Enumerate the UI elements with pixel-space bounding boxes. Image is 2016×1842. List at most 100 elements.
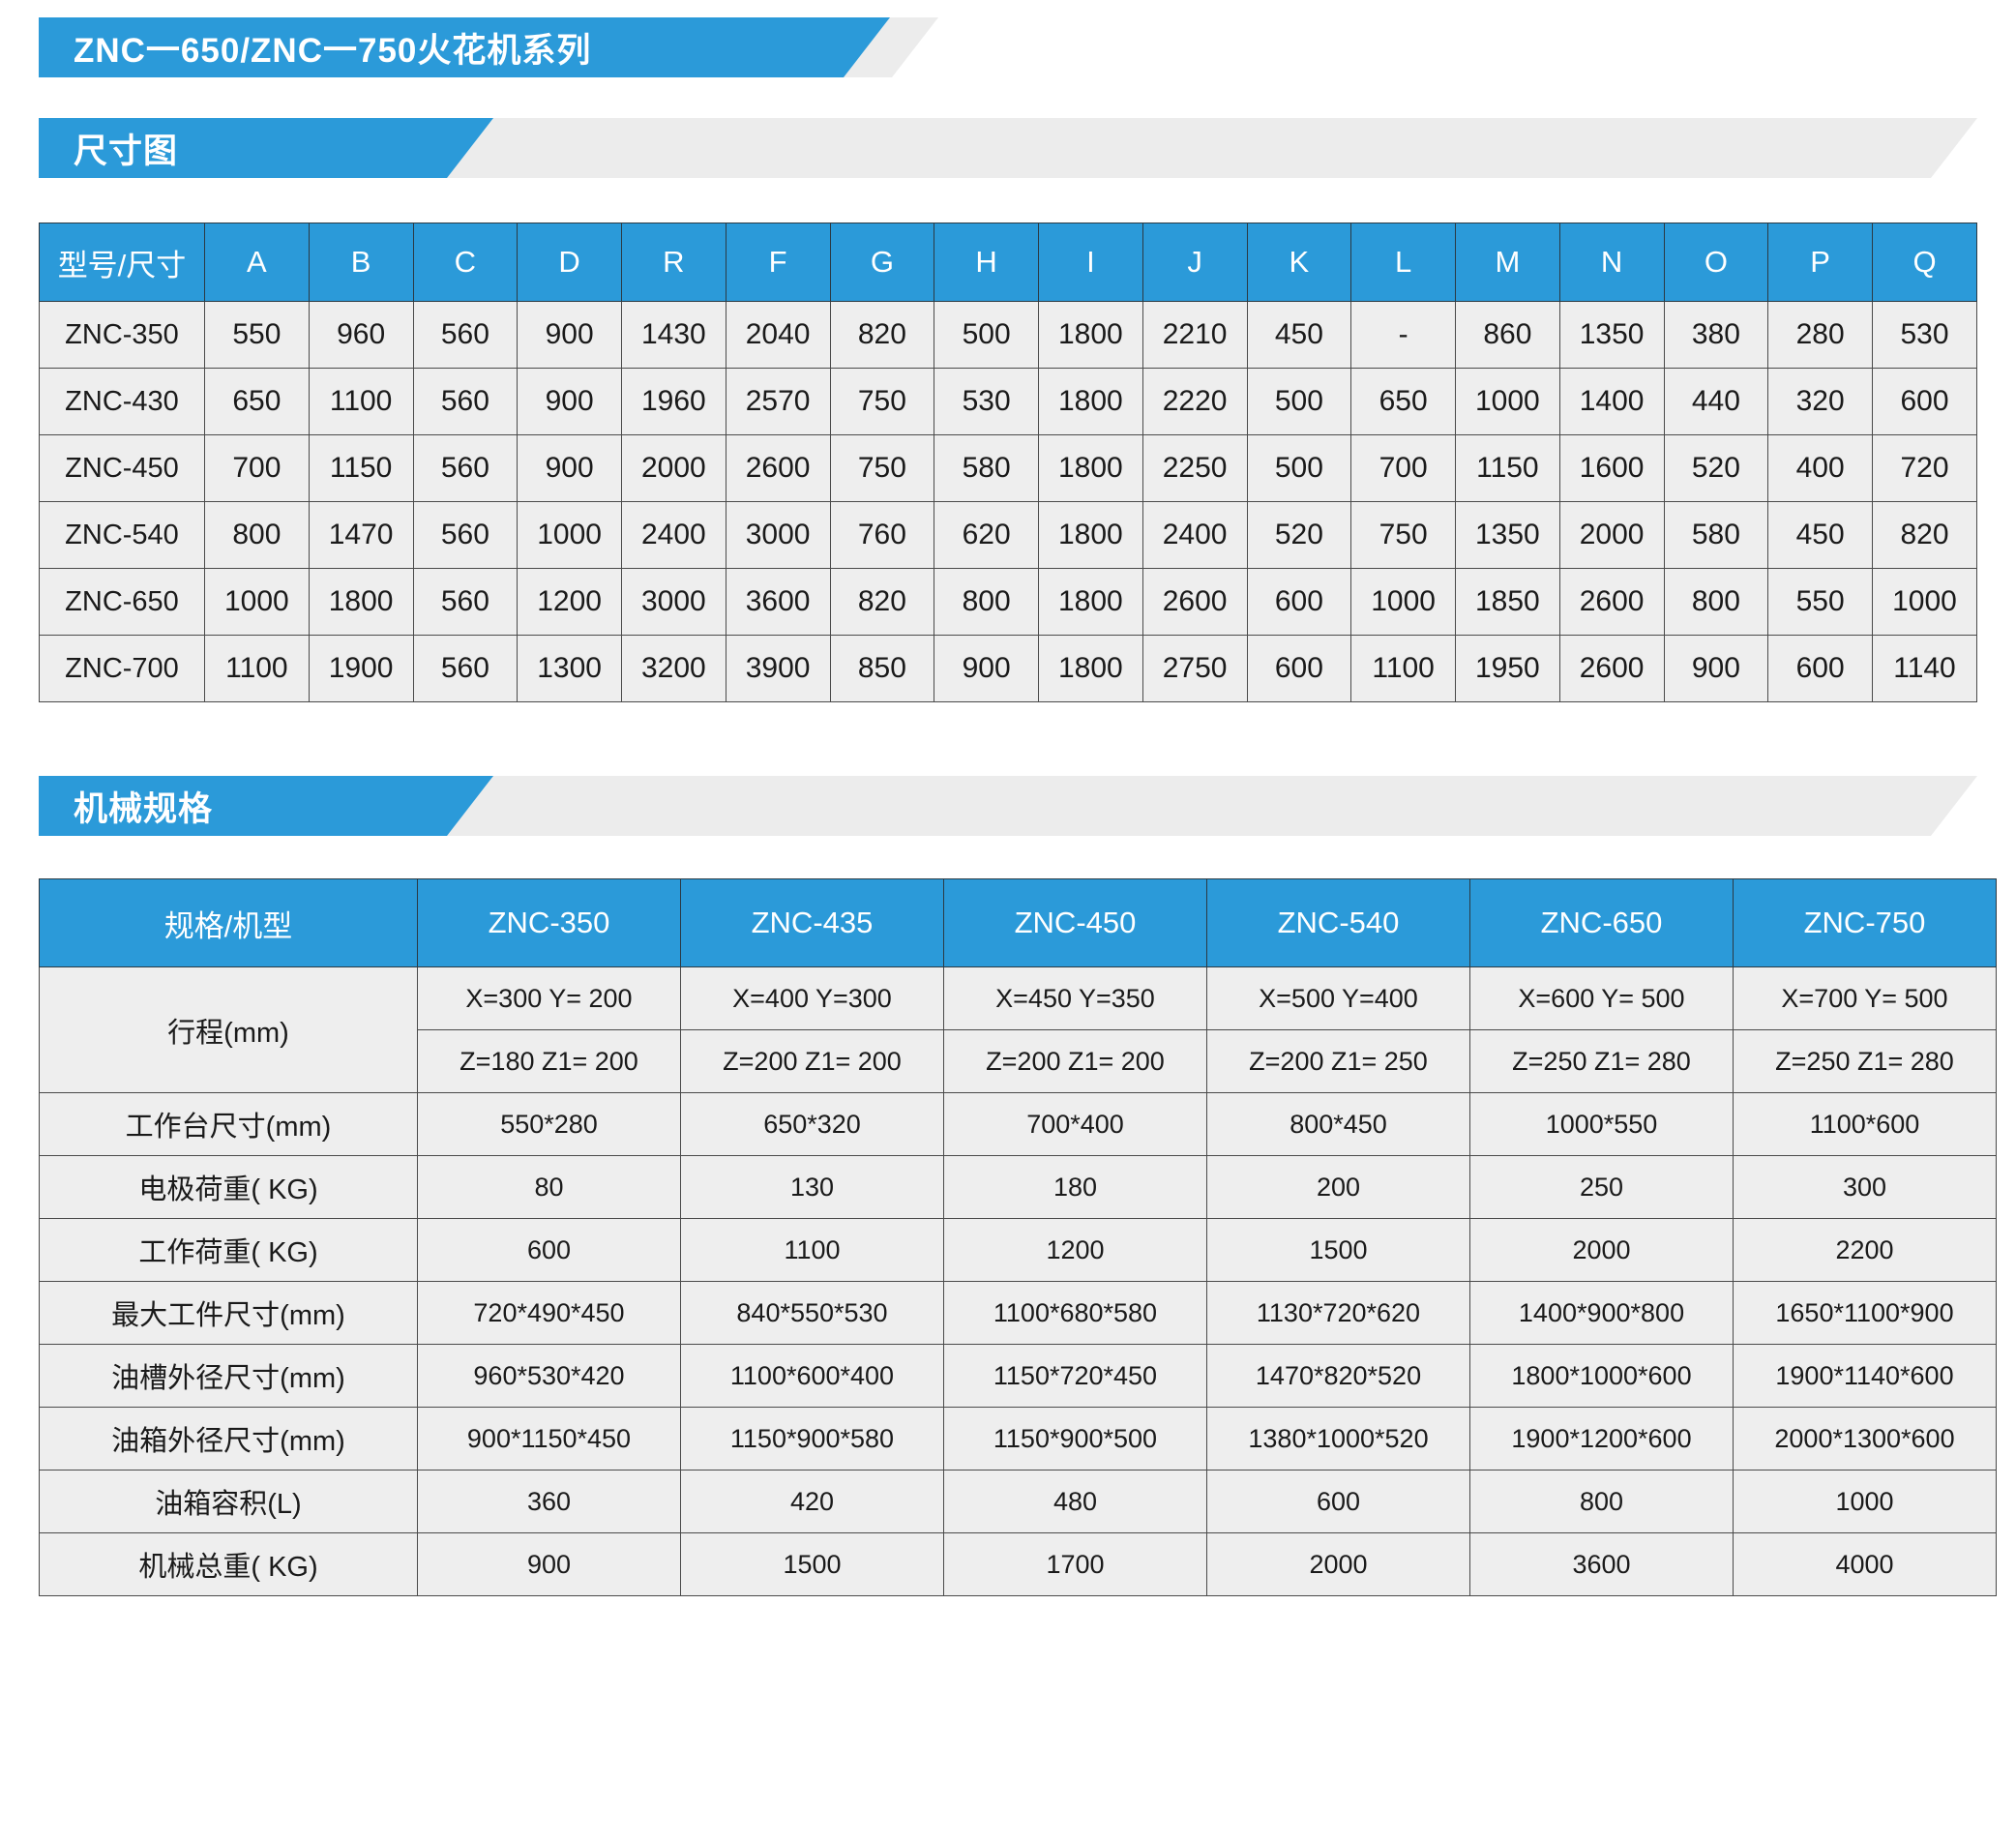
dimension-cell: 3900 bbox=[725, 635, 831, 702]
dimension-cell: - bbox=[1350, 301, 1456, 369]
dimension-cell: 860 bbox=[1455, 301, 1560, 369]
dimension-cell: 450 bbox=[1767, 501, 1873, 569]
dimension-table: 型号/尺寸 A B C D R F G H I J K L M N O P Q … bbox=[39, 223, 1977, 702]
dimension-cell: 820 bbox=[829, 568, 935, 636]
spec-cell: 1900*1140*600 bbox=[1733, 1344, 1997, 1408]
dimension-cell: 2000 bbox=[621, 434, 726, 502]
spec-cell: 550*280 bbox=[417, 1092, 681, 1156]
mechanical-spec-table: 规格/机型 ZNC-350 ZNC-435 ZNC-450 ZNC-540 ZN… bbox=[39, 878, 1997, 1596]
dimension-cell: 820 bbox=[829, 301, 935, 369]
page-title: ZNC一650/ZNC一750火花机系列 bbox=[74, 31, 592, 70]
dimension-header-q: Q bbox=[1872, 223, 1977, 302]
dimension-cell: 1800 bbox=[1038, 368, 1143, 435]
spec-cell-stroke-z: Z=250 Z1= 280 bbox=[1733, 1029, 1997, 1093]
spec-cell: 1150*720*450 bbox=[943, 1344, 1207, 1408]
dimension-cell: 900 bbox=[1663, 635, 1769, 702]
dimension-cell: 1950 bbox=[1455, 635, 1560, 702]
table-row: 油槽外径尺寸(mm) 960*530*420 1100*600*400 1150*72… bbox=[39, 1344, 1997, 1408]
spec-cell: 800*450 bbox=[1206, 1092, 1470, 1156]
spec-cell: 1150*900*580 bbox=[680, 1407, 944, 1471]
dimension-table-header-row: 型号/尺寸 A B C D R F G H I J K L M N O P Q bbox=[39, 223, 1977, 302]
dimension-header-m: M bbox=[1455, 223, 1560, 302]
spec-cell: 80 bbox=[417, 1155, 681, 1219]
spec-table-header-row: 规格/机型 ZNC-350 ZNC-435 ZNC-450 ZNC-540 ZN… bbox=[39, 878, 1997, 967]
dimension-header-c: C bbox=[412, 223, 519, 302]
spec-header-znc-435: ZNC-435 bbox=[680, 878, 944, 967]
spec-cell: 4000 bbox=[1733, 1532, 1997, 1596]
table-row: 行程(mm) X=300 Y= 200 X=400 Y=300 X=450 Y=350… bbox=[39, 966, 1997, 1093]
dimension-cell: 1800 bbox=[308, 568, 414, 636]
dimension-cell: 380 bbox=[1663, 301, 1769, 369]
spec-row-label: 电极荷重( KG) bbox=[39, 1155, 418, 1219]
spec-cell: 700*400 bbox=[943, 1092, 1207, 1156]
dimension-cell: 760 bbox=[829, 501, 935, 569]
section-header-mechanical: 机械规格 bbox=[39, 776, 1977, 836]
table-row: 工作荷重( KG) 600 1100 1200 1500 2000 2200 bbox=[39, 1218, 1997, 1282]
dimension-cell: 1200 bbox=[517, 568, 622, 636]
table-row: ZNC-450 700 1150 560 900 2000 2600 750 580 1800 22… bbox=[39, 434, 1977, 502]
dimension-cell: 800 bbox=[1663, 568, 1769, 636]
dimension-cell: 3000 bbox=[621, 568, 726, 636]
dimension-cell: 1300 bbox=[517, 635, 622, 702]
dimension-cell: 600 bbox=[1246, 635, 1352, 702]
dimension-cell: 2250 bbox=[1141, 434, 1248, 502]
spec-cell: 1500 bbox=[680, 1532, 944, 1596]
spec-header-znc-750: ZNC-750 bbox=[1733, 878, 1997, 967]
dimension-cell: 3000 bbox=[725, 501, 831, 569]
dimension-cell: 750 bbox=[829, 434, 935, 502]
section-banner-fill-dimensions: 尺寸图 bbox=[39, 118, 493, 178]
dimension-cell: 2040 bbox=[725, 301, 831, 369]
dimension-cell: 900 bbox=[517, 368, 622, 435]
table-row: 最大工件尺寸(mm) 720*490*450 840*550*530 1100*680… bbox=[39, 1281, 1997, 1345]
spec-cell-stroke-xy: X=700 Y= 500 bbox=[1733, 966, 1997, 1030]
spec-cell: 180 bbox=[943, 1155, 1207, 1219]
dimension-header-j: J bbox=[1141, 223, 1248, 302]
table-row: ZNC-700 1100 1900 560 1300 3200 3900 850 900 1800… bbox=[39, 635, 1977, 702]
spec-cell-stroke-xy: X=300 Y= 200 bbox=[417, 966, 681, 1030]
dimension-cell: 560 bbox=[412, 368, 519, 435]
specification-page: ZNC一650/ZNC一750火花机系列 尺寸图 型号/尺寸 A B C D R… bbox=[0, 17, 2016, 1842]
dimension-cell: 500 bbox=[1246, 368, 1352, 435]
table-row: 机械总重( KG) 900 1500 1700 2000 3600 4000 bbox=[39, 1532, 1997, 1596]
spec-cell: 1800*1000*600 bbox=[1469, 1344, 1734, 1408]
spec-cell: 2000 bbox=[1469, 1218, 1734, 1282]
dimension-header-d: D bbox=[517, 223, 622, 302]
dimension-cell: 1800 bbox=[1038, 568, 1143, 636]
dimension-header-i: I bbox=[1038, 223, 1143, 302]
dimension-cell: 280 bbox=[1767, 301, 1873, 369]
dimension-header-p: P bbox=[1767, 223, 1873, 302]
dimension-row-model: ZNC-650 bbox=[39, 568, 205, 636]
spec-cell: 130 bbox=[680, 1155, 944, 1219]
dimension-cell: 1100 bbox=[1350, 635, 1456, 702]
spec-cell-stroke-z: Z=200 Z1= 250 bbox=[1206, 1029, 1470, 1093]
dimension-cell: 580 bbox=[934, 434, 1039, 502]
dimension-row-model: ZNC-450 bbox=[39, 434, 205, 502]
dimension-cell: 750 bbox=[1350, 501, 1456, 569]
spec-cell: 1130*720*620 bbox=[1206, 1281, 1470, 1345]
table-row: 油箱容积(L) 360 420 480 600 800 1000 bbox=[39, 1470, 1997, 1533]
dimension-cell: 450 bbox=[1246, 301, 1352, 369]
section-header-dimensions: 尺寸图 bbox=[39, 118, 1977, 178]
dimension-cell: 1800 bbox=[1038, 301, 1143, 369]
title-banner-fill: ZNC一650/ZNC一750火花机系列 bbox=[39, 17, 890, 77]
dimension-header-r: R bbox=[621, 223, 726, 302]
dimension-cell: 440 bbox=[1663, 368, 1769, 435]
dimension-cell: 2210 bbox=[1141, 301, 1248, 369]
section-title-dimensions: 尺寸图 bbox=[74, 132, 179, 170]
spec-cell: 1100*600 bbox=[1733, 1092, 1997, 1156]
spec-row-label: 最大工件尺寸(mm) bbox=[39, 1281, 418, 1345]
spec-cell: 650*320 bbox=[680, 1092, 944, 1156]
dimension-cell: 900 bbox=[934, 635, 1039, 702]
dimension-cell: 1470 bbox=[308, 501, 414, 569]
product-title-banner: ZNC一650/ZNC一750火花机系列 bbox=[39, 17, 1977, 77]
dimension-cell: 2400 bbox=[1141, 501, 1248, 569]
dimension-cell: 1000 bbox=[1455, 368, 1560, 435]
spec-cell-stroke-xy: X=600 Y= 500 bbox=[1469, 966, 1734, 1030]
dimension-cell: 320 bbox=[1767, 368, 1873, 435]
dimension-cell: 1800 bbox=[1038, 434, 1143, 502]
spec-cell: 1900*1200*600 bbox=[1469, 1407, 1734, 1471]
spec-cell: 900 bbox=[417, 1532, 681, 1596]
spec-cell: 2000 bbox=[1206, 1532, 1470, 1596]
spec-cell: 300 bbox=[1733, 1155, 1997, 1219]
dimension-cell: 1850 bbox=[1455, 568, 1560, 636]
